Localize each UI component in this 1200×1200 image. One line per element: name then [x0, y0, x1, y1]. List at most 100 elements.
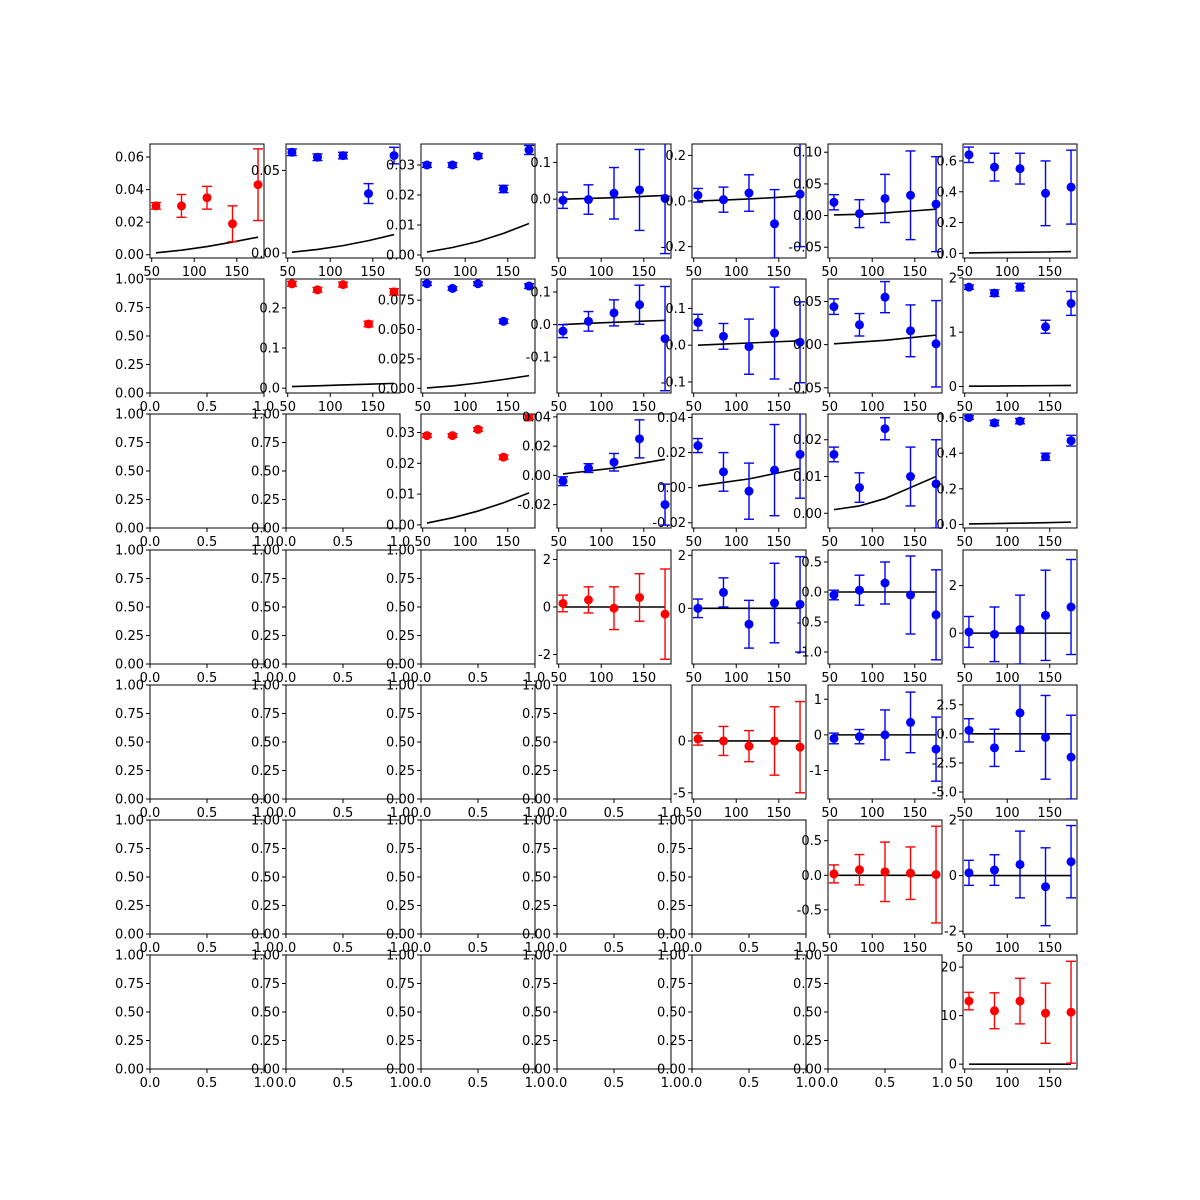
data-point [931, 479, 941, 489]
x-tick-label: 100 [589, 265, 614, 280]
model-line [291, 382, 395, 388]
x-tick-label: 0.5 [468, 941, 489, 956]
model-line [426, 222, 530, 253]
data-point [1066, 602, 1076, 612]
x-tick-label: 150 [766, 400, 791, 415]
x-tick-label: 0.5 [468, 671, 489, 686]
data-point [880, 578, 890, 588]
data-point [880, 424, 890, 434]
x-tick-label: 100 [724, 671, 749, 686]
x-tick-label: 100 [589, 671, 614, 686]
data-point [1015, 164, 1025, 174]
y-tick-label: 0.25 [522, 899, 551, 914]
y-tick-label: 0.75 [115, 436, 144, 451]
x-tick-label: 0.5 [604, 1076, 625, 1091]
y-tick-label: 1.00 [115, 273, 144, 288]
data-point [964, 868, 974, 878]
model-line [968, 250, 1072, 254]
y-tick-label: 0.25 [115, 764, 144, 779]
y-tick-label: 20 [940, 961, 957, 976]
x-tick-label: 0.0 [276, 535, 297, 550]
y-tick-label: 0.75 [251, 572, 280, 587]
y-tick-label: 1.00 [115, 679, 144, 694]
y-tick-label: 0.25 [522, 764, 551, 779]
plot-area [828, 280, 942, 388]
data-point [931, 610, 941, 620]
x-tick-label: 50 [414, 400, 431, 415]
y-tick-label: 0.00 [115, 928, 144, 943]
x-tick-label: 0.0 [411, 1076, 432, 1091]
x-tick-label: 1.0 [254, 806, 275, 821]
y-tick-label: 0.00 [251, 1063, 280, 1078]
y-tick-label: 0.0 [665, 195, 686, 210]
x-tick-label: 0.0 [276, 1076, 297, 1091]
subplot-r2-c6: 50 100 150 0.0 0.2 0.4 0.6 [936, 411, 1078, 550]
y-tick-label: 0.25 [251, 493, 280, 508]
y-tick-label: -0.05 [788, 241, 822, 256]
y-tick-label: 0.50 [793, 1006, 822, 1021]
y-tick-label: 0 [543, 601, 551, 616]
subplot-r4-c0: 0.0 0.5 1.0 0.00 0.25 0.50 0.75 1.00 [115, 679, 274, 822]
data-point [1041, 1008, 1051, 1018]
x-tick-label: 50 [956, 941, 973, 956]
x-tick-label: 100 [589, 400, 614, 415]
model-line [833, 334, 937, 345]
x-tick-label: 1.0 [525, 1076, 546, 1091]
y-tick-label: 0.0 [801, 869, 822, 884]
x-tick-label: 50 [956, 265, 973, 280]
data-point [744, 486, 754, 496]
data-point [1041, 188, 1051, 198]
y-tick-label: 1.00 [115, 408, 144, 423]
plot-area [692, 286, 806, 384]
x-tick-label: 150 [360, 265, 385, 280]
x-tick-label: 1.0 [796, 941, 817, 956]
y-tick-label: 0.01 [386, 488, 415, 503]
x-tick-label: 1.0 [796, 1076, 817, 1091]
data-point [176, 201, 186, 211]
x-tick-label: 100 [995, 535, 1020, 550]
data-point [499, 316, 509, 326]
subplot-r3-c0: 0.0 0.5 1.0 0.00 0.25 0.50 0.75 1.00 [115, 544, 274, 687]
y-tick-label: 0.50 [386, 601, 415, 616]
data-point [287, 147, 297, 157]
x-tick-label: 150 [495, 400, 520, 415]
data-point [718, 195, 728, 205]
y-tick-label: 0.050 [378, 323, 415, 338]
subplot-r6-c6: 50 100 150 0 10 20 [940, 954, 1078, 1091]
x-tick-label: 50 [685, 265, 702, 280]
y-tick-label: 1 [949, 326, 957, 341]
subplot-r4-c5: 50 100 150 -1 0 1 [809, 684, 943, 821]
data-point [583, 595, 593, 605]
subplot-r3-c6: 50 100 150 0 2 [949, 549, 1078, 686]
y-tick-label: 0.00 [115, 248, 144, 263]
x-tick-label: 100 [453, 400, 478, 415]
y-tick-label: 0.00 [522, 928, 551, 943]
data-point [906, 590, 916, 600]
y-tick-label: 0.75 [522, 977, 551, 992]
x-tick-label: 0.5 [197, 535, 218, 550]
plot-area [286, 146, 400, 254]
data-point [447, 431, 457, 441]
x-tick-label: 100 [724, 806, 749, 821]
y-tick-label: 0.75 [251, 842, 280, 857]
axes-frame [420, 143, 536, 259]
data-point [287, 279, 297, 289]
data-point [338, 151, 348, 161]
x-tick-label: 100 [995, 941, 1020, 956]
x-tick-label: 150 [902, 806, 927, 821]
data-point [389, 151, 399, 161]
y-tick-label: 0.5 [801, 556, 822, 571]
data-point [693, 603, 703, 613]
y-tick-label: 1 [814, 693, 822, 708]
model-line [426, 492, 530, 524]
y-tick-label: 0.02 [657, 446, 686, 461]
x-tick-label: 1.0 [254, 671, 275, 686]
y-tick-label: 0.00 [386, 658, 415, 673]
y-tick-label: 0.75 [115, 977, 144, 992]
x-tick-label: 50 [550, 535, 567, 550]
y-tick-label: 0.75 [386, 842, 415, 857]
y-tick-label: 0.00 [251, 247, 280, 262]
y-tick-label: 0.25 [793, 1034, 822, 1049]
y-tick-label: 0.03 [386, 426, 415, 441]
